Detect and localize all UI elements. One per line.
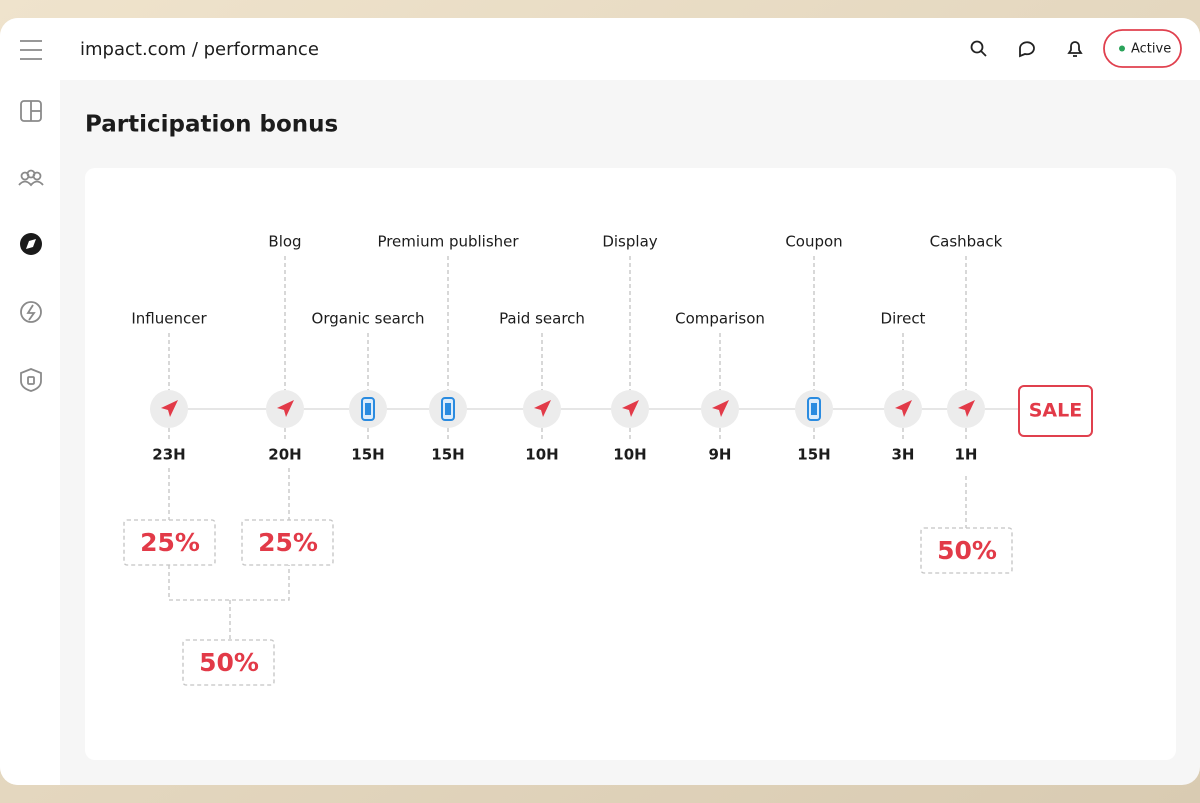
touchpoint-icon (795, 390, 833, 428)
discover-icon[interactable] (20, 233, 42, 255)
credit-frame (123, 519, 216, 566)
phone-screen (445, 403, 451, 415)
sale-box: SALE (1018, 385, 1093, 437)
touchpoint-icon (429, 390, 467, 428)
touchpoint-time: 1H (955, 446, 978, 464)
search-icon[interactable] (970, 40, 987, 57)
credit-value: 25% (258, 528, 318, 557)
touchpoint-label: Comparison (675, 310, 765, 328)
touchpoint-time: 15H (351, 446, 384, 464)
touchpoint-icon (884, 390, 922, 428)
top-bar (0, 18, 1200, 80)
credit-box: 25% (123, 519, 216, 566)
touchpoint-icon (947, 390, 985, 428)
partners-icon[interactable] (18, 169, 44, 187)
phone-screen (811, 403, 817, 415)
touchpoint-label: Display (602, 233, 657, 251)
arrow (712, 400, 729, 417)
status-label: Active (1131, 42, 1171, 57)
credit-connectors (168, 468, 967, 640)
touchpoint-time: 20H (268, 446, 301, 464)
touchpoint-icon (611, 390, 649, 428)
touchpoint-time: 9H (709, 446, 732, 464)
touchpoint-label: Influencer (131, 310, 207, 328)
arrow (161, 400, 178, 417)
touchpoint-time: 15H (797, 446, 830, 464)
dashboard-icon[interactable] (20, 100, 42, 122)
chat-icon[interactable] (1019, 41, 1035, 58)
arrow (277, 400, 294, 417)
touchpoint-time: 10H (613, 446, 646, 464)
phone-screen (365, 403, 371, 415)
credit-value: 25% (140, 528, 200, 557)
touchpoint-label: Direct (881, 310, 926, 328)
credit-box: 50% (920, 527, 1013, 574)
credit-box: 50% (182, 639, 275, 686)
touchpoint-icon (523, 390, 561, 428)
touchpoint-icon (266, 390, 304, 428)
touchpoint-icon (701, 390, 739, 428)
touchpoint-label: Organic search (312, 310, 425, 328)
status-pill[interactable]: Active (1103, 29, 1182, 68)
touchpoint-time: 10H (525, 446, 558, 464)
panel (85, 168, 1176, 760)
touchpoint-label: Paid search (499, 310, 585, 328)
touchpoint-label: Coupon (785, 233, 842, 251)
arrow (958, 400, 975, 417)
touchpoint-icon (349, 390, 387, 428)
credit-frame (920, 527, 1013, 574)
credit-value: 50% (937, 536, 997, 565)
touchpoint-label: Cashback (930, 233, 1003, 251)
arrow (895, 400, 912, 417)
credit-frame (182, 639, 275, 686)
breadcrumb: impact.com / performance (80, 39, 319, 60)
touchpoint-time: 23H (152, 446, 185, 464)
touchpoint-label: Premium publisher (377, 233, 519, 251)
arrow (622, 400, 639, 417)
arrow (534, 400, 551, 417)
energy-icon[interactable] (20, 301, 42, 323)
touchpoint-label: Blog (268, 233, 301, 251)
credit-frame (241, 519, 334, 566)
credit-box: 25% (241, 519, 334, 566)
touchpoint-time: 3H (892, 446, 915, 464)
credit-value: 50% (199, 648, 259, 677)
menu-icon[interactable] (20, 40, 42, 60)
security-icon[interactable] (20, 368, 42, 392)
page-title: Participation bonus (85, 112, 338, 138)
bell-icon[interactable] (1067, 41, 1083, 57)
sidebar (0, 80, 60, 785)
touchpoint-time: 15H (431, 446, 464, 464)
sale-label: SALE (1029, 400, 1082, 422)
touchpoint-icon (150, 390, 188, 428)
